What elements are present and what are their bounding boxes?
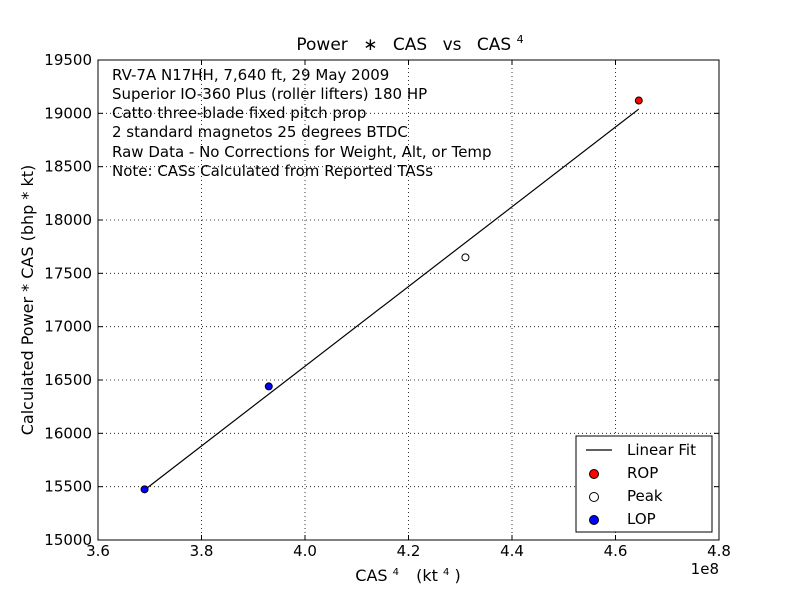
legend-label-rop: ROP	[627, 464, 658, 482]
plot-area	[97, 59, 720, 541]
y-tick-label: 17500	[44, 264, 92, 282]
legend-label-fit: Linear Fit	[627, 441, 696, 459]
y-tick-label: 18500	[44, 158, 92, 176]
data-layer	[140, 96, 643, 494]
y-axis-label: Calculated Power * CAS (bhp * kt)	[18, 165, 37, 436]
annotation-line-4: 2 standard magnetos 25 degrees BTDC	[112, 123, 408, 141]
legend: Linear Fit ROP Peak LOP	[575, 435, 713, 533]
point-peak	[461, 253, 470, 262]
linear-fit-line	[144, 108, 640, 491]
title-part-cas: CAS	[393, 35, 427, 55]
xlabel-cas: CAS	[355, 566, 387, 585]
legend-label-lop: LOP	[627, 510, 656, 528]
x-tick-label: 4.8	[707, 542, 731, 560]
x-offset-label: 1e8	[691, 560, 719, 578]
y-tick-label: 15000	[44, 531, 92, 549]
grid	[98, 60, 719, 540]
annotation-line-2: Superior IO-360 Plus (roller lifters) 18…	[112, 85, 427, 103]
point-rop	[634, 96, 643, 105]
point-lop	[264, 382, 273, 391]
axis-ticks: 3.6 3.8 4.0 4.2 4.4 4.6 4.8 15000 15500 16000 1650…	[44, 51, 731, 560]
x-tick-label: 4.6	[604, 542, 628, 560]
x-axis-label: CAS 4 (kt 4 )	[355, 560, 460, 585]
y-tick-label: 19000	[44, 104, 92, 122]
title-part-times: ∗	[363, 35, 377, 55]
x-tick-label: 4.2	[397, 542, 421, 560]
legend-label-peak: Peak	[627, 487, 663, 505]
annotation-line-6: Note: CASs Calculated from Reported TASs	[112, 162, 433, 180]
legend-lop-swatch	[589, 515, 599, 525]
chart-title: Power ∗ CAS vs CAS 4	[296, 33, 523, 55]
y-tick-label: 18000	[44, 211, 92, 229]
x-tick-label: 4.0	[293, 542, 317, 560]
title-part-cas2: CAS	[477, 35, 511, 55]
xlabel-close: )	[454, 566, 460, 585]
title-exponent: 4	[517, 33, 524, 46]
y-tick-label: 17000	[44, 318, 92, 336]
legend-rop-swatch	[589, 469, 599, 479]
annotation-line-5: Raw Data - No Corrections for Weight, Al…	[112, 143, 492, 161]
y-tick-label: 16000	[44, 424, 92, 442]
legend-box	[575, 435, 713, 533]
title-part-power: Power	[296, 35, 347, 55]
y-tick-label: 19500	[44, 51, 92, 69]
x-tick-label: 3.6	[86, 542, 110, 560]
x-tick-label: 4.4	[500, 542, 524, 560]
annotation-line-3: Catto three-blade fixed pitch prop	[112, 104, 366, 122]
point-lop	[140, 485, 149, 494]
xlabel-unit: (kt	[416, 566, 438, 585]
annotation-line-1: RV-7A N17HH, 7,640 ft, 29 May 2009	[112, 66, 389, 84]
xlabel-exp1: 4	[393, 567, 399, 578]
annotation-block: RV-7A N17HH, 7,640 ft, 29 May 2009 Super…	[112, 66, 492, 180]
legend-peak-swatch	[589, 492, 599, 502]
y-tick-label: 16500	[44, 371, 92, 389]
y-tick-label: 15500	[44, 478, 92, 496]
xlabel-exp2: 4	[443, 567, 449, 578]
x-tick-label: 3.8	[190, 542, 214, 560]
title-part-vs: vs	[443, 35, 462, 55]
